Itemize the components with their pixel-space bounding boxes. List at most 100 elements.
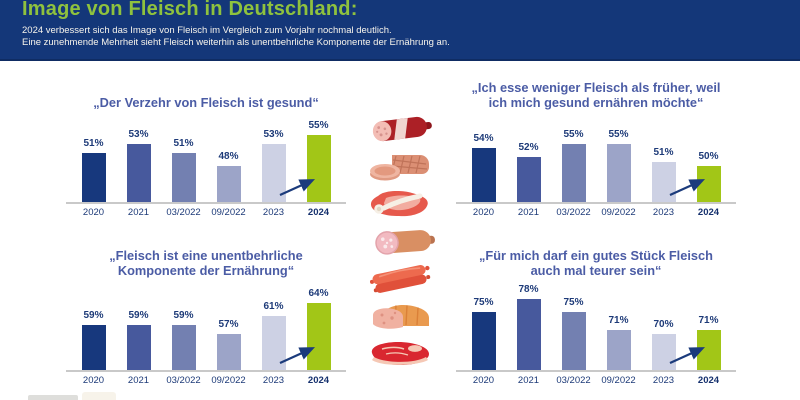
bar-value-label: 78%	[518, 283, 539, 295]
axis-label-2023: 2023	[262, 207, 285, 218]
plot-area: 59% 59% 59% 57% 61% 64% 2020 2021 03/2022 09/202…	[66, 278, 346, 386]
bar-03/2022: 59%	[171, 310, 196, 370]
axis-label-03/2022: 03/2022	[166, 375, 201, 386]
axis-label-2021: 2021	[127, 207, 150, 218]
axis-label-09/2022: 09/2022	[211, 375, 246, 386]
bar-09/2022: 55%	[606, 129, 631, 202]
chart-title: „Ich esse weniger Fleisch als früher, we…	[448, 74, 744, 110]
plot-area: 51% 53% 51% 48% 53% 55% 2020 2021 03/2022 09/202…	[66, 110, 346, 218]
bar-2024: 71%	[696, 315, 721, 370]
ham-slices-illustration	[362, 152, 438, 182]
pork-chop-illustration	[362, 189, 438, 219]
chart-teurer-sein: „Für mich darf ein gutes Stück Fleisch a…	[448, 242, 744, 400]
chart-title-line: „Für mich darf ein gutes Stück Fleisch	[479, 248, 713, 263]
axis-label-2020: 2020	[472, 375, 495, 386]
axis-label-2021: 2021	[517, 375, 540, 386]
bars: 75% 78% 75% 71% 70% 71%	[456, 278, 736, 372]
bar-09/2022: 57%	[216, 319, 241, 370]
bar-value-label: 51%	[653, 146, 674, 158]
bar-value-label: 55%	[308, 120, 329, 132]
bar-2024: 55%	[306, 120, 331, 202]
bar-09/2022: 71%	[606, 315, 631, 370]
axis-label-2023: 2023	[262, 375, 285, 386]
plot-area: 75% 78% 75% 71% 70% 71% 2020 2021 03/2022 09/202…	[456, 278, 736, 386]
salami-illustration	[362, 114, 438, 144]
bar-2023: 51%	[651, 147, 676, 202]
bar-value-label: 52%	[518, 142, 539, 154]
chart-title-line: Komponente der Ernährung“	[117, 263, 295, 278]
bar-2020: 75%	[471, 297, 496, 370]
steak-illustration	[362, 339, 438, 369]
x-axis-labels: 2020 2021 03/2022 09/2022 2023 2024	[456, 207, 736, 218]
subtitle-line-1: 2024 verbessert sich das Image von Fleis…	[22, 25, 392, 36]
bar-value-label: 53%	[128, 129, 149, 140]
sausages-illustration	[362, 264, 438, 294]
axis-label-09/2022: 09/2022	[601, 375, 636, 386]
bar-value-label: 64%	[308, 288, 329, 300]
bar-value-label: 48%	[218, 151, 239, 162]
axis-label-03/2022: 03/2022	[166, 207, 201, 218]
chart-title-line: ich mich gesund ernähren möchte“	[488, 95, 704, 110]
axis-label-03/2022: 03/2022	[556, 207, 591, 218]
meatloaf-illustration	[362, 302, 438, 332]
bar-value-label: 50%	[698, 151, 719, 162]
bar-value-label: 53%	[263, 129, 284, 140]
subtitle-line-2: Eine zunehmende Mehrheit sieht Fleisch w…	[22, 36, 450, 48]
bar-2020: 59%	[81, 310, 106, 370]
mortadella-illustration	[362, 227, 438, 257]
bar-2023: 61%	[261, 301, 286, 370]
x-axis-labels: 2020 2021 03/2022 09/2022 2023 2024	[66, 207, 346, 218]
trend-arrow	[669, 347, 706, 365]
trend-arrow	[669, 179, 706, 197]
bar-value-label: 59%	[173, 310, 194, 322]
axis-label-2020: 2020	[472, 207, 495, 218]
axis-label-2021: 2021	[127, 375, 150, 386]
x-axis-labels: 2020 2021 03/2022 09/2022 2023 2024	[66, 375, 346, 386]
bar-03/2022: 55%	[561, 129, 586, 202]
subtitle: 2024 verbessert sich das Image von Fleis…	[22, 25, 800, 48]
page-title: Image von Fleisch in Deutschland:	[22, 0, 358, 20]
axis-label-2023: 2023	[652, 375, 675, 386]
bar-value-label: 57%	[218, 319, 239, 330]
axis-label-2024: 2024	[697, 375, 720, 386]
axis-label-2023: 2023	[652, 207, 675, 218]
bars: 54% 52% 55% 55% 51% 50%	[456, 110, 736, 204]
meat-illustrations-column	[356, 114, 444, 377]
axis-label-09/2022: 09/2022	[601, 207, 636, 218]
bar-value-label: 75%	[473, 297, 494, 308]
bar-value-label: 55%	[608, 129, 629, 140]
axis-label-2021: 2021	[517, 207, 540, 218]
bar-value-label: 54%	[473, 133, 494, 145]
bar-2023: 70%	[651, 319, 676, 370]
chart-unentbehrliche-komponente: „Fleisch ist eine unentbehrliche Kompone…	[58, 242, 354, 400]
chart-title: „Fleisch ist eine unentbehrliche Kompone…	[58, 242, 354, 278]
bars: 51% 53% 51% 48% 53% 55%	[66, 110, 346, 204]
bar-2021: 53%	[126, 129, 151, 202]
bars: 59% 59% 59% 57% 61% 64%	[66, 278, 346, 372]
bar-2020: 51%	[81, 138, 106, 202]
chart-title-line: „Fleisch ist eine unentbehrliche	[109, 248, 303, 263]
axis-label-2024: 2024	[307, 375, 330, 386]
bar-2021: 59%	[126, 310, 151, 370]
chart-title-line: „Der Verzehr von Fleisch ist gesund“	[93, 95, 319, 110]
bar-2021: 78%	[516, 284, 541, 370]
bar-value-label: 61%	[263, 301, 284, 313]
axis-label-09/2022: 09/2022	[211, 207, 246, 218]
axis-label-2024: 2024	[697, 207, 720, 218]
bar-2024: 50%	[696, 151, 721, 202]
bar-2024: 64%	[306, 288, 331, 370]
chart-title-line: auch mal teurer sein“	[530, 263, 662, 278]
plot-area: 54% 52% 55% 55% 51% 50% 2020 2021 03/2022 09/202…	[456, 110, 736, 218]
bar-value-label: 59%	[128, 310, 149, 322]
bar-value-label: 55%	[563, 129, 584, 140]
bar-value-label: 71%	[698, 314, 719, 326]
bar-03/2022: 75%	[561, 297, 586, 370]
chart-title: „Der Verzehr von Fleisch ist gesund“	[58, 74, 354, 110]
footer-partial-logo	[28, 395, 78, 400]
axis-label-2020: 2020	[82, 375, 105, 386]
trend-arrow	[279, 347, 316, 365]
bar-value-label: 70%	[653, 319, 674, 330]
bar-03/2022: 51%	[171, 138, 196, 202]
bar-value-label: 75%	[563, 297, 584, 308]
